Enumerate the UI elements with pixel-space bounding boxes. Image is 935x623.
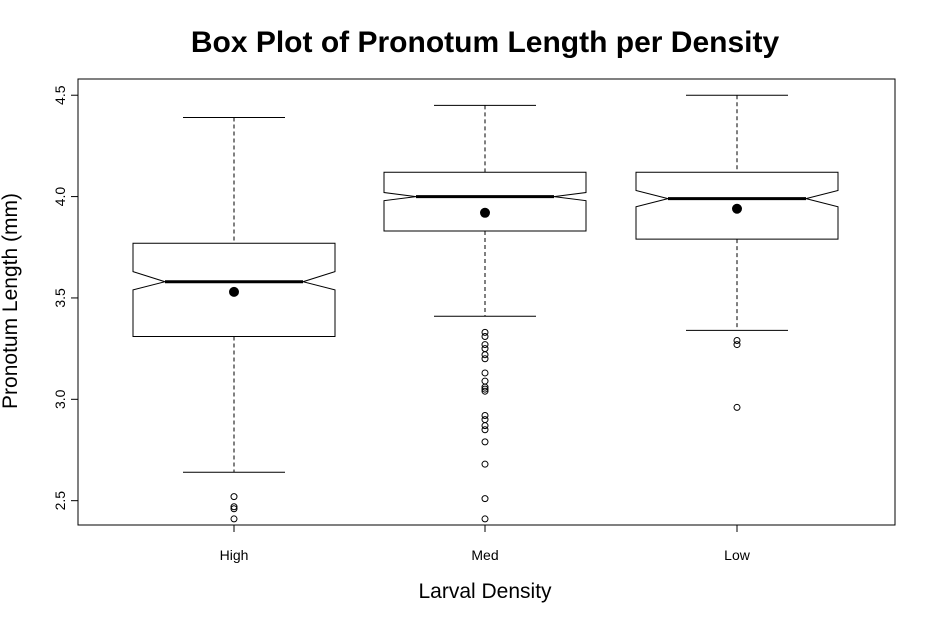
outlier-point	[481, 351, 489, 359]
outlier-point	[481, 495, 489, 503]
y-axis-label: Pronotum Length (mm)	[0, 193, 22, 409]
outlier-point	[481, 369, 489, 377]
outlier-point	[481, 426, 489, 434]
outlier-point	[481, 387, 489, 395]
outlier-point	[230, 503, 238, 511]
outlier-point	[481, 460, 489, 468]
notched-box	[383, 171, 587, 232]
box-group-high	[132, 117, 336, 523]
outlier-point	[481, 328, 489, 336]
x-tick-label: Med	[471, 547, 498, 563]
outlier-point	[481, 377, 489, 385]
y-tick-label: 3.0	[52, 389, 68, 409]
x-axis-label: Larval Density	[418, 580, 552, 603]
x-tick-label: Low	[724, 547, 751, 563]
outlier-point	[481, 332, 489, 340]
box-group-med	[383, 104, 587, 523]
outlier-point	[481, 422, 489, 430]
outlier-point	[481, 355, 489, 363]
outlier-point	[230, 493, 238, 501]
outlier-point	[481, 438, 489, 446]
y-tick-label: 3.5	[52, 288, 68, 308]
outlier-point	[481, 416, 489, 424]
outlier-point	[230, 505, 238, 513]
y-tick-label: 4.0	[52, 187, 68, 207]
y-axis: 2.5 3.0 3.5 4.0 4.5	[52, 85, 79, 511]
x-axis: High Med Low	[220, 524, 751, 563]
outlier-point	[733, 403, 741, 411]
outlier-point	[481, 412, 489, 420]
outlier-point	[481, 383, 489, 391]
mean-point	[229, 286, 239, 297]
mean-point	[732, 203, 742, 214]
boxes	[132, 94, 839, 523]
outlier-point	[481, 345, 489, 353]
outlier-point	[733, 337, 741, 345]
mean-point	[480, 207, 490, 218]
y-tick-label: 2.5	[52, 491, 68, 511]
outlier-point	[481, 385, 489, 393]
chart-title: Box Plot of Pronotum Length per Density	[191, 26, 780, 59]
outlier-point	[481, 341, 489, 349]
y-tick-label: 4.5	[52, 85, 68, 105]
outlier-point	[230, 515, 238, 523]
outlier-point	[733, 341, 741, 349]
box-group-low	[635, 94, 839, 411]
outlier-point	[481, 515, 489, 523]
x-tick-label: High	[220, 547, 249, 563]
